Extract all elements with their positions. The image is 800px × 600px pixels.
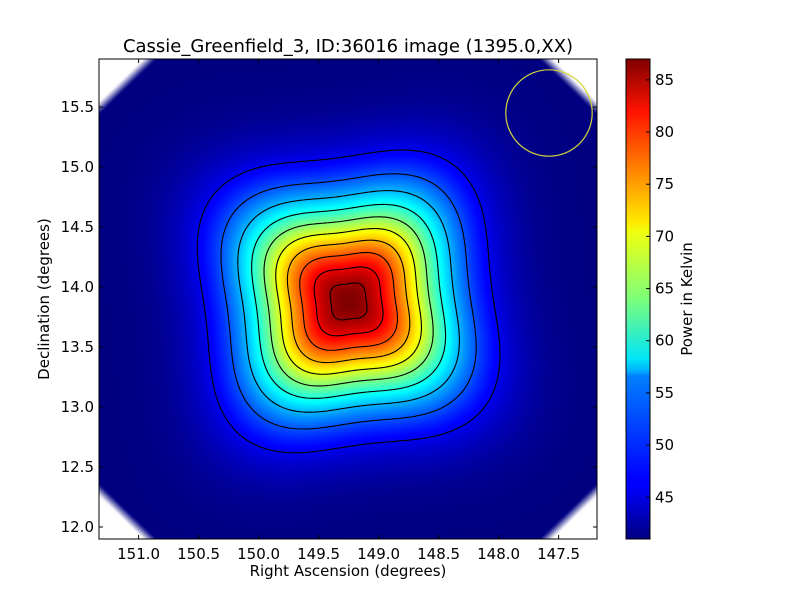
x-tick-label: 151.0 xyxy=(117,545,160,563)
plot-area xyxy=(98,58,598,540)
y-tick-label: 12.0 xyxy=(61,518,94,536)
colorbar-tick-label: 65 xyxy=(655,280,674,298)
chart-title: Cassie_Greenfield_3, ID:36016 image (139… xyxy=(123,36,573,57)
colorbar-tick-label: 85 xyxy=(655,71,674,89)
colorbar-tick-label: 70 xyxy=(655,227,674,245)
x-tick-label: 148.5 xyxy=(417,545,460,563)
contour-level-6 xyxy=(275,227,423,375)
y-tick-label: 14.0 xyxy=(61,278,94,296)
y-tick-label: 14.5 xyxy=(61,218,94,236)
colorbar-frame xyxy=(625,58,651,540)
x-axis-label: Right Ascension (degrees) xyxy=(250,562,447,580)
beam-circle xyxy=(505,69,593,157)
y-tick-label: 15.5 xyxy=(61,98,94,116)
colorbar: 45 50 55 60 65 70 75 80 85 Power in Kelvin xyxy=(625,58,696,540)
colorbar-tick-label: 45 xyxy=(655,488,674,506)
colorbar-tick-label: 50 xyxy=(655,436,674,454)
x-axis: 151.0 150.5 150.0 149.5 149.0 148.5 148.0 147.5 xyxy=(117,59,580,563)
colorbar-gradient xyxy=(626,59,650,539)
x-tick-label: 147.5 xyxy=(537,545,580,563)
x-tick-label: 150.0 xyxy=(237,545,280,563)
plot-frame xyxy=(98,58,598,540)
contour-level-7 xyxy=(286,239,411,364)
contour-level-1 xyxy=(196,149,501,454)
contour-level-9 xyxy=(313,266,384,337)
colorbar-tick-label: 60 xyxy=(655,332,674,350)
colorbar-label: Power in Kelvin xyxy=(678,242,696,356)
colorbar-ticks: 45 50 55 60 65 70 75 80 85 xyxy=(646,71,674,506)
contour-level-5 xyxy=(263,216,434,387)
colorbar-tick-label: 80 xyxy=(655,123,674,141)
contour-level-8 xyxy=(299,252,398,351)
y-axis-label: Declination (degrees) xyxy=(35,218,53,380)
contour-level-4 xyxy=(251,203,447,399)
y-tick-label: 15.0 xyxy=(61,158,94,176)
contour-level-3 xyxy=(237,190,460,413)
y-axis: 12.0 12.5 13.0 13.5 14.0 14.5 15.0 15.5 xyxy=(61,98,597,536)
contour-lines xyxy=(196,149,501,454)
y-tick-label: 13.0 xyxy=(61,398,94,416)
contour-level-2 xyxy=(220,173,477,430)
colorbar-tick-label: 55 xyxy=(655,384,674,402)
y-tick-label: 13.5 xyxy=(61,338,94,356)
contour-level-10 xyxy=(329,282,368,321)
y-tick-label: 12.5 xyxy=(61,458,94,476)
x-tick-label: 148.0 xyxy=(477,545,520,563)
x-tick-label: 149.5 xyxy=(297,545,340,563)
heatmap-image xyxy=(99,59,597,539)
x-tick-label: 150.5 xyxy=(177,545,220,563)
x-tick-label: 149.0 xyxy=(357,545,400,563)
colorbar-tick-label: 75 xyxy=(655,175,674,193)
